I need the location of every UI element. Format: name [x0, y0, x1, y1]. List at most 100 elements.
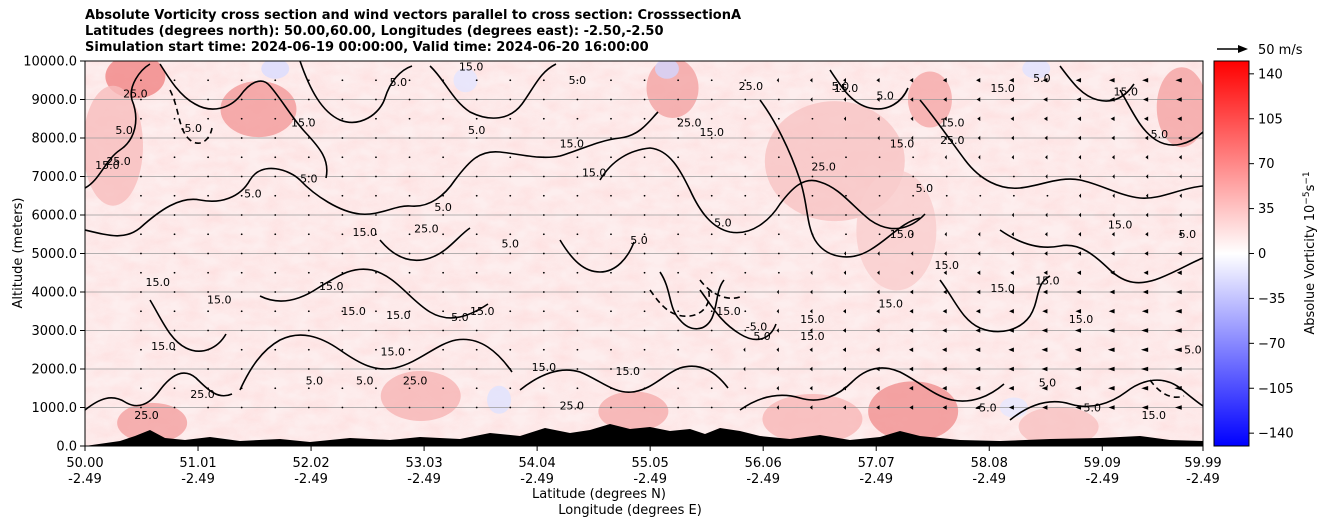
x-tick-label-lat: 57.07	[858, 456, 895, 471]
wind-vector	[1077, 135, 1082, 141]
wind-vector	[1078, 212, 1082, 218]
wind-vector	[341, 175, 344, 178]
wind-vector	[375, 98, 377, 101]
wind-vector	[878, 233, 881, 236]
wind-vector	[1177, 116, 1182, 122]
wind-vector	[710, 252, 713, 255]
wind-vector	[475, 156, 478, 159]
wind-vector	[307, 156, 310, 159]
contour-label: 5.0	[1033, 72, 1051, 85]
wind-vector	[1078, 231, 1082, 237]
wind-vector	[274, 98, 277, 101]
vorticity-fill-region	[1022, 61, 1051, 79]
wind-vector	[1011, 231, 1014, 237]
wind-vector	[1110, 116, 1115, 122]
wind-vector	[909, 385, 914, 391]
wind-vector	[576, 194, 579, 197]
wind-vector	[207, 406, 210, 409]
contour-label: 15.0	[145, 276, 170, 289]
wind-vector	[643, 137, 646, 139]
wind-vector	[945, 175, 948, 178]
wind-vector	[643, 368, 646, 370]
contour-label: -5.0	[746, 321, 767, 334]
wind-vector	[307, 194, 310, 197]
wind-vector	[475, 175, 478, 178]
contour-label: 5.0	[356, 374, 374, 387]
wind-vector	[1174, 385, 1182, 391]
wind-vector	[140, 387, 142, 390]
wind-vector	[878, 175, 881, 178]
wind-vector	[307, 310, 310, 313]
wind-vector	[375, 252, 377, 255]
wind-vector	[274, 387, 277, 390]
wind-vector	[1078, 154, 1082, 160]
wind-vector	[875, 328, 880, 333]
wind-vector	[842, 366, 847, 372]
wind-vector	[910, 97, 914, 102]
wind-vector	[576, 271, 579, 274]
y-tick-label: 0.0	[56, 440, 77, 455]
wind-vector	[509, 348, 512, 351]
wind-vector	[1043, 270, 1048, 276]
contour-label: 25.0	[106, 155, 131, 168]
wind-vector	[908, 366, 914, 372]
wind-vector	[1174, 347, 1182, 353]
wind-vector	[1078, 174, 1082, 179]
wind-vector	[442, 291, 445, 293]
wind-vector	[442, 117, 445, 120]
wind-vector	[811, 137, 814, 139]
wind-vector	[240, 175, 243, 178]
wind-vector	[776, 328, 779, 333]
wind-vector	[140, 291, 142, 293]
wind-vector	[943, 270, 947, 276]
wind-vector	[542, 117, 545, 120]
wind-vector	[475, 406, 478, 409]
contour-label: 25.0	[739, 80, 764, 93]
wind-vector	[509, 406, 512, 409]
wind-vector	[341, 194, 344, 197]
wind-vector	[576, 233, 579, 236]
contour-label: 15.0	[800, 313, 825, 326]
contour-line	[379, 227, 471, 262]
wind-vector	[743, 347, 746, 353]
wind-vector	[878, 156, 881, 159]
wind-vector	[240, 387, 243, 390]
wind-vector	[1144, 251, 1149, 256]
wind-vector	[809, 308, 813, 314]
wind-vector	[643, 291, 646, 293]
wind-vector	[442, 406, 445, 409]
wind-vector	[576, 291, 579, 293]
wind-vector	[375, 271, 377, 274]
wind-vector	[1042, 308, 1048, 314]
wind-vector	[1074, 328, 1082, 333]
wind-vector	[576, 137, 579, 139]
x-tick-label-lon: -2.49	[633, 472, 667, 487]
wind-vector	[1111, 154, 1115, 160]
contour-label: 25.0	[190, 388, 215, 401]
wind-vector	[509, 387, 512, 390]
wind-vector	[978, 154, 981, 160]
wind-vector	[576, 156, 579, 159]
wind-vector	[843, 251, 847, 256]
wind-vector	[744, 79, 747, 82]
wind-vector	[845, 214, 847, 216]
wind-vector	[843, 270, 847, 276]
wind-vector	[173, 368, 176, 370]
wind-vector	[140, 348, 142, 351]
wind-vector	[1076, 289, 1082, 295]
wind-vector	[475, 194, 478, 197]
contour-label: 15.0	[890, 228, 915, 241]
wind-vector	[240, 194, 243, 197]
contour-label: 5.0	[244, 188, 262, 201]
wind-vector	[909, 308, 914, 314]
contour-label: 15.0	[207, 294, 232, 307]
wind-vector	[1042, 289, 1048, 295]
wind-vector	[942, 308, 947, 314]
wind-vector	[710, 194, 713, 197]
wind-vector	[240, 271, 243, 274]
wind-vector	[845, 137, 847, 139]
contour-line	[739, 367, 1005, 411]
wind-vector	[509, 271, 512, 274]
colorbar-tick-label: 0	[1258, 247, 1266, 262]
wind-vector	[207, 98, 210, 101]
